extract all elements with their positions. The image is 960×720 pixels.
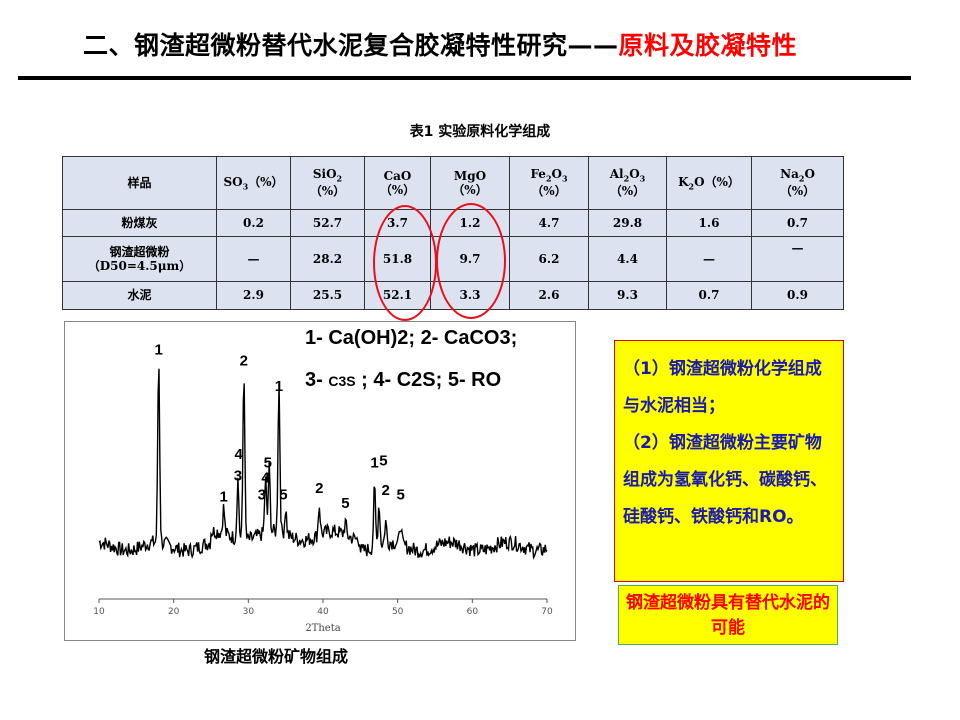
title-divider xyxy=(18,76,911,80)
mgo-highlight-ellipse xyxy=(436,203,506,319)
cell-fe2o3: 6.2 xyxy=(509,236,589,282)
cell-so3: 0.2 xyxy=(216,208,291,238)
col-header-k2o: K2O（%） xyxy=(666,156,752,210)
cell-sio2: 25.5 xyxy=(290,280,365,311)
xrd-x-tick-label: 50 xyxy=(392,607,404,617)
xrd-peak-label: 3 xyxy=(258,486,266,503)
xrd-peak-label: 2 xyxy=(315,480,323,497)
xrd-legend-line2-c: ; 4- C2S; 5- RO xyxy=(356,369,502,391)
cell-fe2o3: 2.6 xyxy=(509,280,589,311)
cell-sio2: 52.7 xyxy=(290,208,365,238)
xrd-legend-line2-a: 3- xyxy=(305,369,328,391)
slide-title-highlight: 原料及胶凝特性 xyxy=(618,31,798,60)
cell-k2o: — xyxy=(666,236,752,282)
xrd-trace xyxy=(98,368,548,560)
cell-sio2: 28.2 xyxy=(290,236,365,282)
xrd-x-tick-label: 30 xyxy=(243,607,255,617)
row-sample-name: 钢渣超微粉 xyxy=(109,244,170,259)
col-header-mgo: MgO （%） xyxy=(430,156,510,210)
cell-so3: — xyxy=(216,236,291,282)
xrd-peak-label: 2 xyxy=(382,482,390,499)
col-header-na2o: Na2O （%） xyxy=(751,156,844,210)
xrd-peak-label: 2 xyxy=(240,352,248,369)
xrd-legend-line2-b: C3S xyxy=(328,373,355,389)
xrd-caption: 钢渣超微粉矿物组成 xyxy=(204,647,349,666)
cell-na2o: 0.7 xyxy=(751,208,844,238)
col-header-sample: 样品 xyxy=(62,156,217,210)
xrd-x-axis-label: 2Theta xyxy=(305,623,340,634)
row-sample: 钢渣超微粉 （D50=4.5μm） xyxy=(62,236,217,282)
xrd-peak-label: 4 xyxy=(261,469,270,486)
cell-fe2o3: 4.7 xyxy=(509,208,589,238)
xrd-legend-line2: 3- C3S ; 4- C2S; 5- RO xyxy=(305,369,501,391)
xrd-x-axis: 10 20 30 40 50 60 70 xyxy=(93,598,553,617)
xrd-peak-label: 5 xyxy=(341,495,349,512)
table-caption: 表1 实验原料化学组成 xyxy=(409,124,551,140)
xrd-peak-label: 1 xyxy=(275,378,283,395)
xrd-x-tick-label: 20 xyxy=(168,607,180,617)
finding-2: （2）钢渣超微粉主要矿物组成为氢氧化钙、碳酸钙、硅酸钙、铁酸钙和RO。 xyxy=(623,433,827,527)
xrd-peak-label: 4 xyxy=(234,446,243,463)
xrd-pattern-svg: 10 20 30 40 50 60 70 1- Ca(OH)2; 2- CaCO3; 3- … xyxy=(93,327,553,634)
xrd-x-tick-label: 10 xyxy=(93,607,105,617)
col-header-al2o3: Al2O3 （%） xyxy=(588,156,667,210)
conclusion-box: 钢渣超微粉具有替代水泥的可能 xyxy=(618,585,838,645)
xrd-peak-label: 5 xyxy=(264,455,272,472)
cell-na2o: — xyxy=(751,236,844,282)
xrd-peak-label: 5 xyxy=(396,486,404,503)
xrd-legend-line1: 1- Ca(OH)2; 2- CaCO3; xyxy=(305,327,517,349)
col-header-cao: CaO （%） xyxy=(364,156,431,210)
xrd-x-tick-label: 70 xyxy=(541,607,553,617)
cell-al2o3: 29.8 xyxy=(588,208,667,238)
cell-k2o: 1.6 xyxy=(666,208,752,238)
finding-1: （1）钢渣超微粉化学组成与水泥相当； xyxy=(623,359,822,416)
xrd-peak-label: 3 xyxy=(234,467,242,484)
findings-box: （1）钢渣超微粉化学组成与水泥相当； （2）钢渣超微粉主要矿物组成为氢氧化钙、碳… xyxy=(614,340,844,582)
row-sample: 水泥 xyxy=(62,280,217,311)
xrd-x-tick-label: 40 xyxy=(317,607,329,617)
xrd-peak-label: 1 xyxy=(155,342,163,359)
xrd-peak-label: 5 xyxy=(279,486,287,503)
cell-al2o3: 4.4 xyxy=(588,236,667,282)
xrd-peak-label: 1 xyxy=(220,489,228,506)
row-sample-sub: （D50=4.5μm） xyxy=(87,258,192,273)
col-header-sio2: SiO2 （%） xyxy=(290,156,365,210)
cell-al2o3: 9.3 xyxy=(588,280,667,311)
slide-title: 二、钢渣超微粉替代水泥复合胶凝特性研究——原料及胶凝特性 xyxy=(83,26,797,62)
cell-k2o: 0.7 xyxy=(666,280,752,311)
xrd-peak-label: 1 xyxy=(370,455,378,472)
cao-highlight-ellipse xyxy=(373,205,437,321)
row-sample: 粉煤灰 xyxy=(62,208,217,238)
col-header-fe2o3: Fe2O3 （%） xyxy=(509,156,589,210)
cell-so3: 2.9 xyxy=(216,280,291,311)
xrd-x-tick-label: 60 xyxy=(467,607,479,617)
cell-na2o: 0.9 xyxy=(751,280,844,311)
xrd-pattern-figure: 10 20 30 40 50 60 70 1- Ca(OH)2; 2- CaCO3; 3- … xyxy=(64,321,576,641)
xrd-peak-label: 5 xyxy=(379,452,387,469)
slide-title-main: 二、钢渣超微粉替代水泥复合胶凝特性研究—— xyxy=(83,31,619,60)
col-header-so3: SO3（%） xyxy=(216,156,291,210)
